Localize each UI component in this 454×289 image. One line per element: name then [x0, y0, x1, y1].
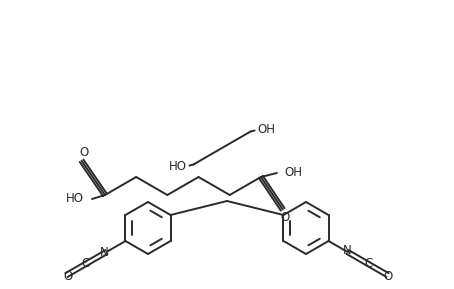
Text: C: C [81, 257, 89, 270]
Text: HO: HO [66, 192, 84, 205]
Text: N: N [343, 244, 352, 257]
Text: C: C [365, 257, 373, 270]
Text: O: O [64, 270, 73, 283]
Text: O: O [383, 270, 392, 283]
Text: HO: HO [168, 160, 187, 173]
Text: N: N [100, 245, 109, 258]
Text: O: O [79, 146, 88, 159]
Text: OH: OH [284, 166, 302, 179]
Text: O: O [280, 211, 289, 224]
Text: OH: OH [257, 123, 276, 136]
